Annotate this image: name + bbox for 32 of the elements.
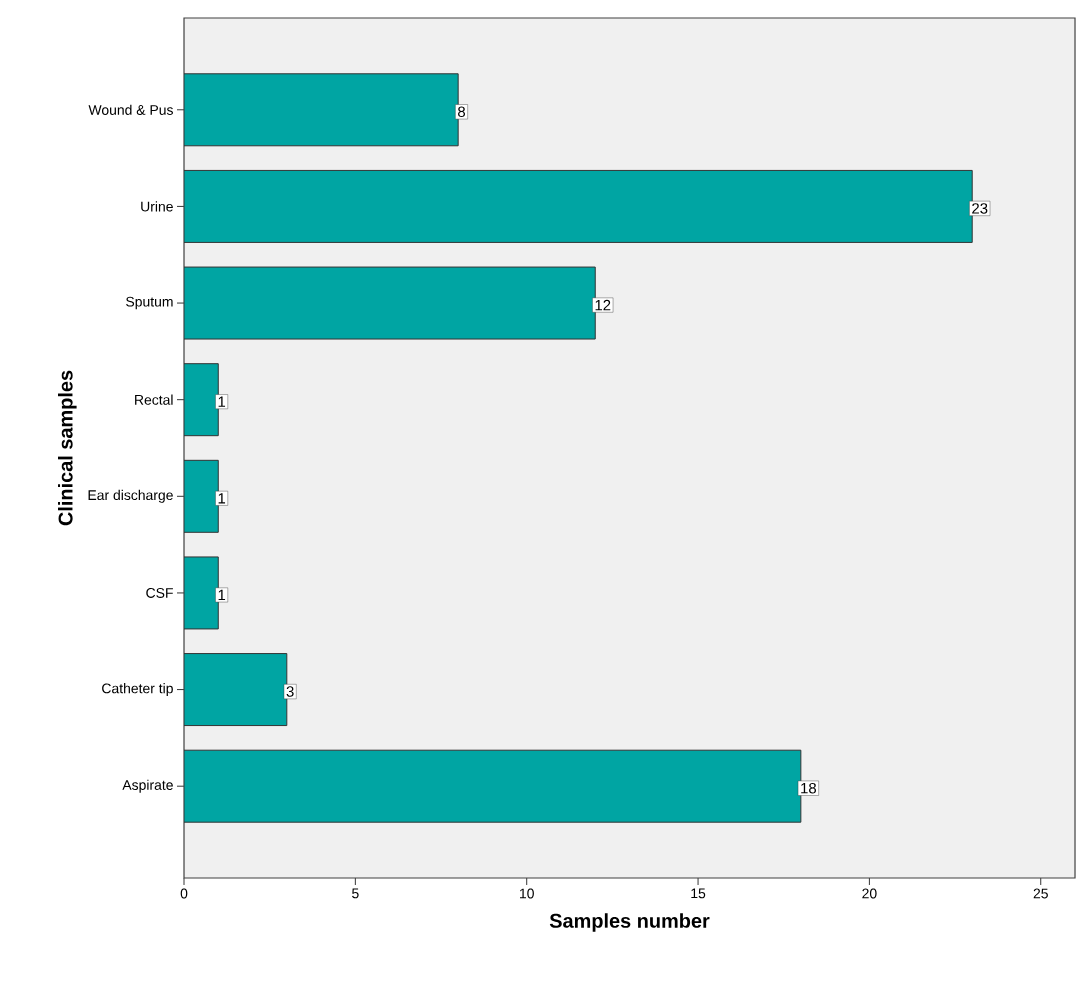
x-tick-label: 5 bbox=[352, 888, 359, 899]
data-label: 23 bbox=[972, 203, 988, 214]
x-tick-label: 25 bbox=[1033, 888, 1048, 899]
y-tick-label: Sputum bbox=[126, 296, 173, 310]
bar bbox=[184, 169, 973, 243]
y-tick-label: Urine bbox=[141, 201, 173, 212]
bar bbox=[184, 266, 596, 340]
y-tick-label: Catheter tip bbox=[102, 683, 173, 697]
bar bbox=[184, 556, 219, 630]
x-tick-label: 15 bbox=[691, 888, 706, 899]
x-axis-title: Samples number bbox=[549, 913, 710, 932]
bar bbox=[184, 459, 219, 533]
y-axis-title: Clinical samples bbox=[58, 370, 77, 526]
data-label: 1 bbox=[218, 493, 226, 504]
data-label: 1 bbox=[218, 589, 226, 601]
y-tick-label: Rectal bbox=[135, 394, 173, 405]
bar bbox=[184, 653, 288, 727]
y-tick-label: CSF bbox=[146, 587, 173, 598]
data-label: 18 bbox=[801, 782, 817, 794]
y-tick-label: Aspirate bbox=[122, 779, 173, 793]
bar bbox=[184, 363, 219, 437]
x-tick-label: 10 bbox=[520, 888, 534, 899]
data-label: 8 bbox=[458, 106, 466, 118]
data-label: 3 bbox=[286, 686, 294, 697]
data-label: 12 bbox=[595, 299, 611, 311]
y-tick-label: Wound & Pus bbox=[88, 104, 173, 115]
bar bbox=[184, 73, 459, 147]
data-label: 1 bbox=[218, 396, 226, 407]
x-tick-label: 0 bbox=[180, 888, 188, 899]
x-tick-label: 20 bbox=[862, 888, 877, 899]
y-tick-label: Ear discharge bbox=[88, 489, 173, 503]
bar bbox=[184, 749, 802, 823]
